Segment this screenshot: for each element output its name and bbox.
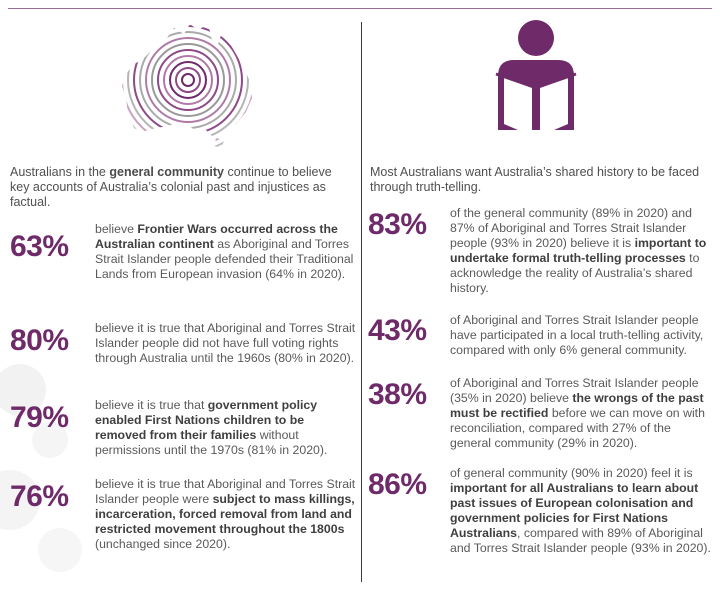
desc-bold: the wrongs of the past must be rectified	[450, 391, 704, 420]
intro-text: continue to believe key accounts of Aust…	[10, 165, 332, 209]
desc-bold: important to undertake formal truth-tell…	[450, 236, 707, 265]
intro-bold: general community	[109, 165, 224, 179]
desc-text: believe it is true that	[95, 398, 208, 412]
desc-bold: important for all Australians to learn a…	[450, 481, 699, 540]
stat-value: 38%	[368, 378, 427, 411]
stat-description: believe it is true that government polic…	[95, 398, 357, 458]
desc-text: of Aboriginal and Torres Strait Islander…	[450, 313, 704, 357]
stat-description: of general community (90% in 2020) feel …	[450, 466, 712, 556]
stat-value: 76%	[10, 480, 69, 513]
desc-text: of the general community (89% in 2020) a…	[450, 206, 692, 250]
stat-value: 86%	[368, 468, 427, 501]
desc-text: of general community (90% in 2020) feel …	[450, 466, 693, 480]
stat-value: 63%	[10, 230, 69, 263]
desc-text: believe it is true that Aboriginal and T…	[95, 477, 356, 506]
right-intro: Most Australians want Australia’s shared…	[370, 165, 710, 195]
desc-text: believe it is true that Aboriginal and T…	[95, 321, 356, 365]
stat-value: 83%	[368, 208, 427, 241]
stat-description: of the general community (89% in 2020) a…	[450, 206, 712, 296]
stat-value: 79%	[10, 401, 69, 434]
stat-description: believe it is true that Aboriginal and T…	[95, 321, 357, 366]
desc-text: before we can move on with reconciliatio…	[450, 406, 705, 450]
intro-text: Most Australians want Australia’s shared…	[370, 165, 700, 194]
desc-text: to acknowledge the reality of Australia’…	[450, 251, 700, 295]
stat-description: believe it is true that Aboriginal and T…	[95, 477, 357, 552]
desc-text: (unchanged since 2020).	[95, 537, 231, 551]
stat-description: of Aboriginal and Torres Strait Islander…	[450, 376, 712, 451]
column-divider	[361, 22, 362, 582]
background-texture	[0, 364, 82, 572]
top-rule	[8, 8, 712, 9]
stat-value: 43%	[368, 314, 427, 347]
desc-text: of Aboriginal and Torres Strait Islander…	[450, 376, 699, 405]
stat-description: believe Frontier Wars occurred across th…	[95, 222, 357, 282]
desc-text: believe	[95, 222, 138, 236]
desc-text: without permissions until the 1970s (81%…	[95, 428, 328, 457]
stat-value: 80%	[10, 324, 69, 357]
intro-text: Australians in the	[10, 165, 110, 179]
person-reading-icon	[495, 20, 577, 136]
stat-description: of Aboriginal and Torres Strait Islander…	[450, 313, 712, 358]
desc-bold: government policy enabled First Nations …	[95, 398, 318, 442]
desc-text: as Aboriginal and Torres Strait Islander…	[95, 237, 354, 281]
australia-map-icon	[122, 24, 252, 148]
desc-bold: Frontier Wars occurred across the Austra…	[95, 222, 338, 251]
left-intro: Australians in the general community con…	[10, 165, 350, 210]
desc-bold: subject to mass killings, incarceration,…	[95, 492, 355, 536]
desc-text: , compared with 89% of Aboriginal and To…	[450, 526, 711, 555]
